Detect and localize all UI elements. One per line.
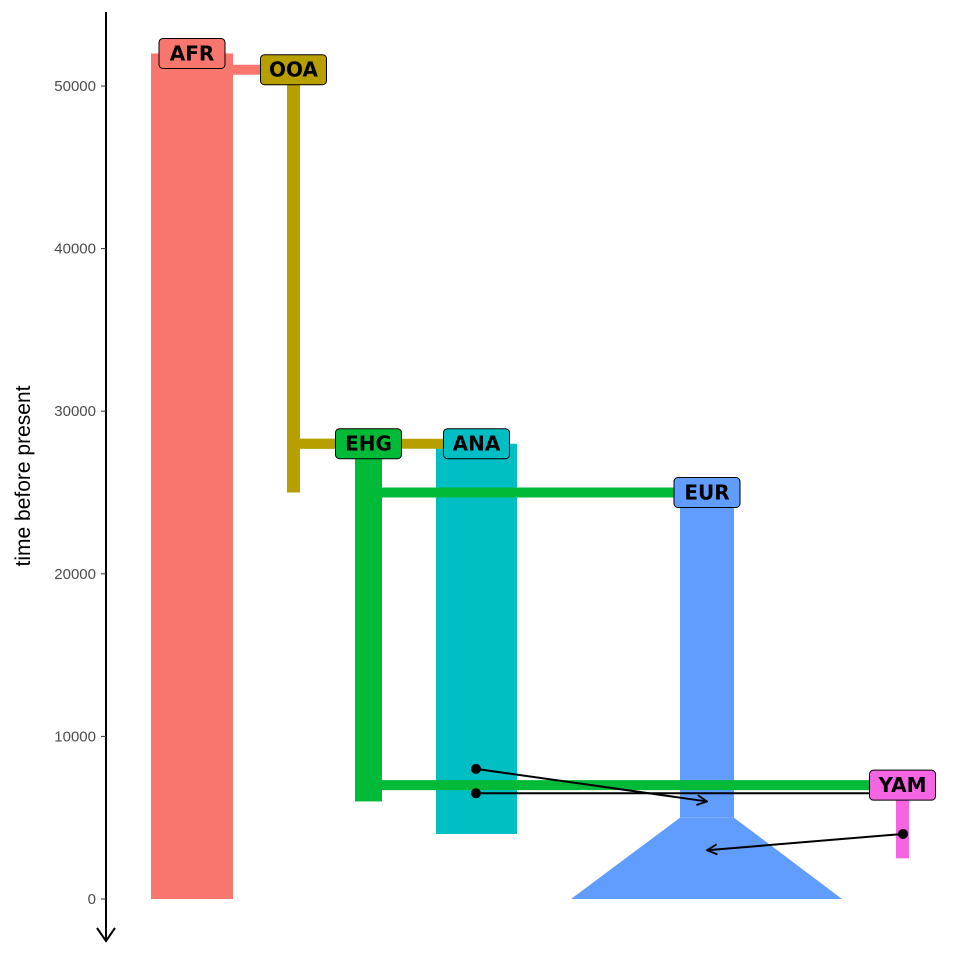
pop-body-YAM xyxy=(896,785,909,859)
pop-label-EUR: EUR xyxy=(684,481,729,505)
pop-body-OOA xyxy=(287,69,300,493)
pop-body-EUR xyxy=(680,492,734,818)
pop-label-box-YAM xyxy=(869,769,936,801)
gene-flow-source-dot xyxy=(898,828,908,839)
y-tick-label: 30000 xyxy=(54,403,96,420)
y-tick-label: 10000 xyxy=(54,728,96,745)
gene-flow-YAM-EUR xyxy=(707,832,904,850)
gene-flow-ANA-EUR xyxy=(475,767,707,802)
pop-body-EHG xyxy=(355,443,382,802)
pop-label-box-ANA xyxy=(443,428,510,460)
y-tick-label: 20000 xyxy=(54,566,96,583)
gene-flow-source-dot xyxy=(471,788,481,799)
pop-label-box-EUR xyxy=(673,477,741,508)
pop-label-ANA: ANA xyxy=(453,432,501,456)
pop-body-ANA xyxy=(436,443,517,834)
y-tick-label: 0 xyxy=(88,891,96,908)
pop-label-AFR: AFR xyxy=(170,41,215,65)
pop-label-box-OOA xyxy=(260,54,327,86)
pop-label-YAM: YAM xyxy=(878,773,927,797)
y-axis-arrow-icon xyxy=(96,927,116,943)
y-axis-title: time before present xyxy=(12,385,35,566)
pop-body-AFR xyxy=(151,53,233,900)
pop-label-EHG: EHG xyxy=(345,432,392,456)
y-tick-label: 50000 xyxy=(54,78,96,95)
y-axis: 0 10000 20000 30000 40000 50000 xyxy=(54,12,116,943)
population-labels: AFR OOA EHG ANA EUR YAM xyxy=(158,37,936,801)
pop-label-box-EHG xyxy=(335,428,402,460)
gene-flow-source-dot xyxy=(471,763,481,774)
pop-label-OOA: OOA xyxy=(269,58,318,82)
pop-label-box-AFR xyxy=(158,37,226,69)
pop-expansion-EUR xyxy=(571,817,842,899)
gene-flow-arrows xyxy=(471,763,908,850)
population-bodies xyxy=(151,53,909,900)
y-tick-label: 40000 xyxy=(54,241,96,258)
